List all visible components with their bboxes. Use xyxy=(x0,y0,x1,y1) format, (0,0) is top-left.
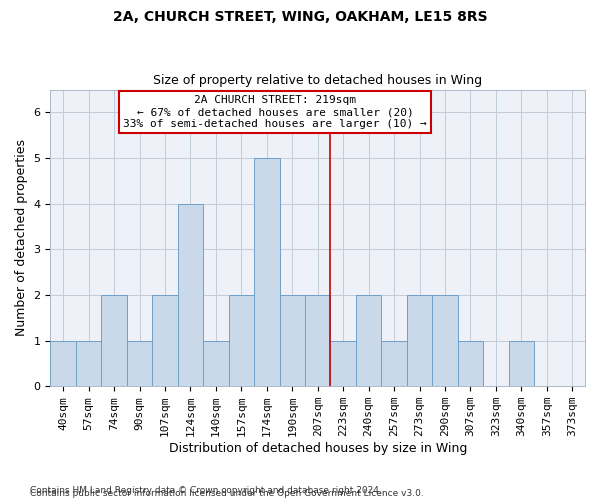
Text: 2A CHURCH STREET: 219sqm
← 67% of detached houses are smaller (20)
33% of semi-d: 2A CHURCH STREET: 219sqm ← 67% of detach… xyxy=(123,96,427,128)
Bar xyxy=(50,340,76,386)
Bar xyxy=(356,295,382,386)
Bar xyxy=(254,158,280,386)
Bar xyxy=(229,295,254,386)
Bar xyxy=(382,340,407,386)
Text: Contains public sector information licensed under the Open Government Licence v3: Contains public sector information licen… xyxy=(30,490,424,498)
Bar xyxy=(280,295,305,386)
Bar xyxy=(458,340,483,386)
Bar xyxy=(509,340,534,386)
Bar xyxy=(152,295,178,386)
Bar xyxy=(407,295,432,386)
Bar xyxy=(178,204,203,386)
Bar xyxy=(432,295,458,386)
Title: Size of property relative to detached houses in Wing: Size of property relative to detached ho… xyxy=(153,74,482,87)
Bar xyxy=(127,340,152,386)
Text: Contains HM Land Registry data © Crown copyright and database right 2024.: Contains HM Land Registry data © Crown c… xyxy=(30,486,382,495)
Text: 2A, CHURCH STREET, WING, OAKHAM, LE15 8RS: 2A, CHURCH STREET, WING, OAKHAM, LE15 8R… xyxy=(113,10,487,24)
Bar xyxy=(305,295,331,386)
Bar xyxy=(76,340,101,386)
X-axis label: Distribution of detached houses by size in Wing: Distribution of detached houses by size … xyxy=(169,442,467,455)
Y-axis label: Number of detached properties: Number of detached properties xyxy=(15,140,28,336)
Bar xyxy=(203,340,229,386)
Bar xyxy=(331,340,356,386)
Bar xyxy=(101,295,127,386)
